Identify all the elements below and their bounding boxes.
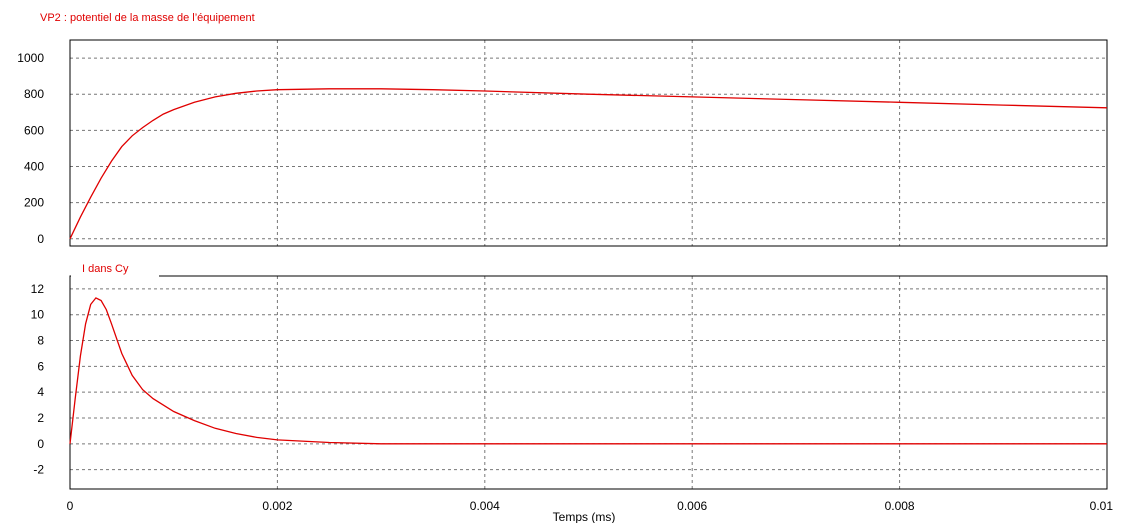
y-tick-label: 600: [24, 123, 44, 137]
plot-frame: [69, 39, 1108, 247]
y-tick-label: 2: [37, 411, 44, 425]
y-tick-label: -2: [33, 463, 44, 477]
x-tick-label: 0.01: [1090, 499, 1114, 513]
chart-title: I dans Cy: [82, 263, 129, 275]
y-tick-label: 8: [37, 334, 44, 348]
chart-title: VP2 : potentiel de la masse de l’équipem…: [40, 12, 255, 24]
y-tick-label: 800: [24, 87, 44, 101]
plot-top: VP2 : potentiel de la masse de l’équipem…: [17, 12, 1108, 247]
title-gap: [71, 275, 159, 278]
y-tick-label: 0: [37, 437, 44, 451]
x-tick-label: 0.006: [677, 499, 707, 513]
x-tick-label: 0.002: [262, 499, 292, 513]
y-tick-label: 12: [31, 282, 45, 296]
y-tick-label: 400: [24, 159, 44, 173]
series-line: [69, 297, 1107, 445]
x-axis-label: Temps (ms): [553, 510, 616, 523]
x-tick-label: 0.004: [470, 499, 500, 513]
series-line: [69, 88, 1108, 240]
y-tick-label: 0: [37, 232, 44, 246]
plot-bottom: I dans Cy -2 0 2 4 6 8 10 12 0 0.002 0.004 0.006 0.00…: [31, 263, 1114, 523]
x-tick-label: 0: [67, 499, 74, 513]
x-tick-label: 0.008: [885, 499, 915, 513]
plot-frame: [69, 275, 1108, 490]
y-tick-label: 10: [31, 308, 45, 322]
y-tick-label: 1000: [17, 51, 44, 65]
y-tick-label: 6: [37, 359, 44, 373]
y-tick-label: 200: [24, 196, 44, 210]
y-tick-label: 4: [37, 385, 44, 399]
